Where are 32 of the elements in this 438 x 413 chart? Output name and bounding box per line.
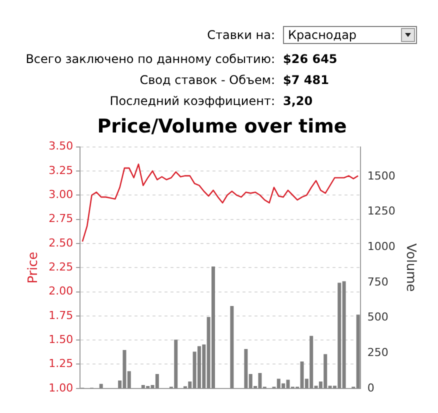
y-tick-label: 3.00 — [48, 188, 74, 201]
y-tick-label: 1.00 — [48, 381, 74, 394]
y2-tick-label: 1000 — [367, 240, 396, 253]
text: Свод ставок - Объем: — [138, 72, 276, 86]
y-tick-label: 2.00 — [48, 284, 74, 298]
y-tick-label: 2.25 — [48, 260, 74, 274]
y2-tick-label: 750 — [367, 275, 388, 288]
chart-title: Price/Volume over time — [97, 115, 347, 138]
y-tick-label: 2.75 — [48, 212, 74, 226]
text: Краснодар — [288, 28, 357, 42]
y2-tick-label: 0 — [367, 381, 374, 394]
y-tick-label: 1.50 — [48, 332, 74, 346]
y-tick-label: 1.75 — [48, 308, 74, 322]
bar — [155, 374, 159, 388]
y-tick-label: 2.50 — [48, 236, 74, 250]
text: Всего заключено по данному событию: — [24, 52, 276, 66]
bar — [230, 306, 234, 388]
text: $7 481 — [283, 72, 329, 86]
y-tick-label: 3.25 — [48, 164, 74, 177]
y2-tick-label: 1250 — [367, 204, 396, 218]
text: Последний коэффициент: — [108, 94, 276, 108]
y-tick-label: 3.50 — [48, 140, 74, 153]
text: 3,20 — [283, 94, 313, 108]
text: $26 645 — [283, 52, 338, 66]
y2-tick-label: 250 — [367, 346, 388, 359]
y-tick-label: 1.25 — [48, 357, 74, 370]
y2-axis-title: Volume — [402, 243, 418, 292]
text: Ставки на: — [206, 28, 276, 42]
bar — [211, 266, 215, 388]
y2-tick-label: 500 — [367, 310, 388, 324]
y-axis-title: Price — [26, 252, 42, 284]
y2-tick-label: 1500 — [367, 169, 396, 182]
